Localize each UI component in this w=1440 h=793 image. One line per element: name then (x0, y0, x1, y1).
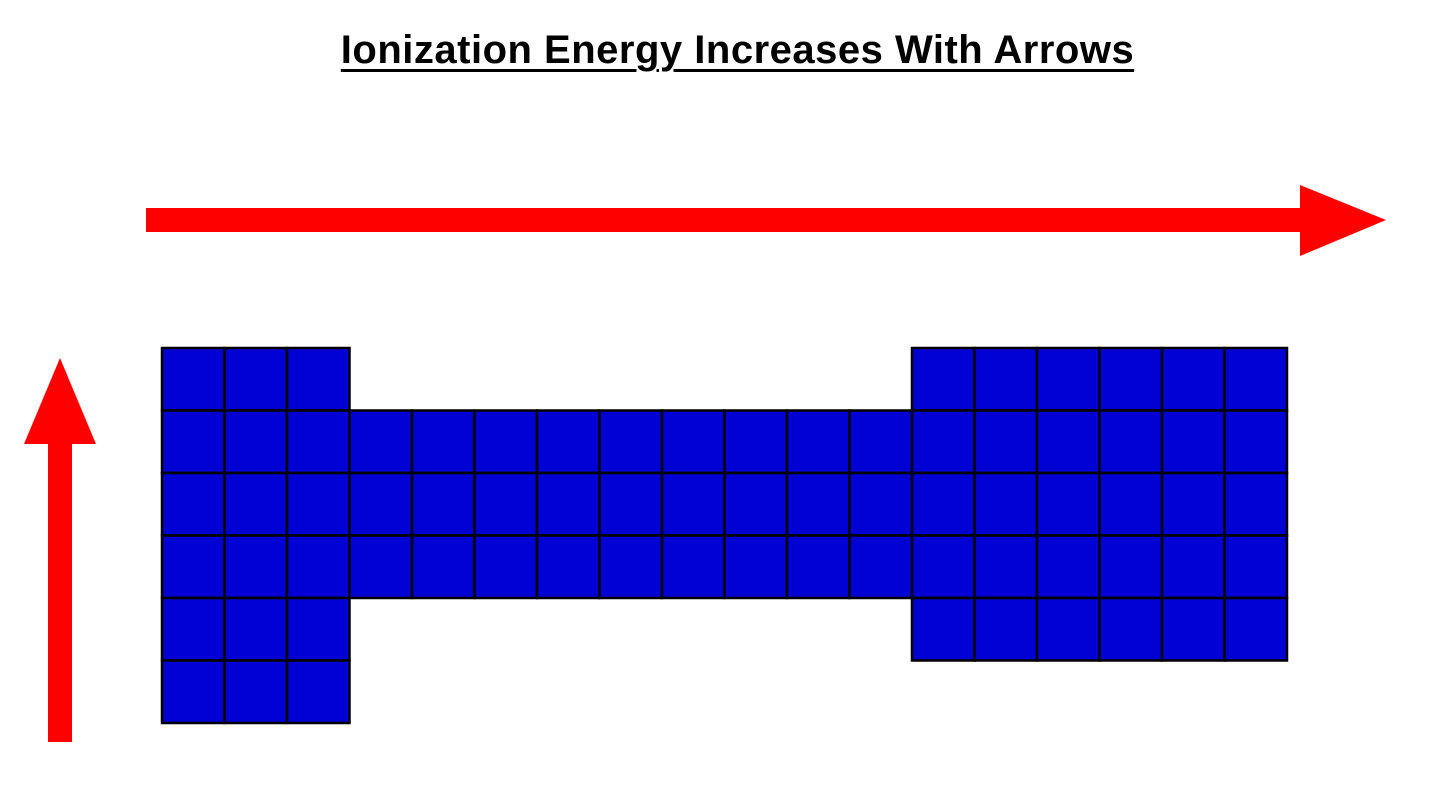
element-cell-period-1-group-2 (223, 346, 289, 412)
element-cell-period-5-group-17 (1160, 596, 1226, 662)
element-cell-period-2-group-5 (410, 409, 476, 475)
element-cell-period-2-group-4 (348, 409, 414, 475)
element-cell-period-3-group-11 (785, 471, 851, 537)
element-cell-period-1-group-14 (973, 346, 1039, 412)
element-cell-period-1-group-1 (160, 346, 226, 412)
element-cells (160, 346, 1289, 725)
element-cell-period-4-group-2 (223, 534, 289, 600)
element-cell-period-4-group-11 (785, 534, 851, 600)
element-cell-period-4-group-7 (535, 534, 601, 600)
element-cell-period-2-group-11 (785, 409, 851, 475)
element-cell-period-3-group-2 (223, 471, 289, 537)
element-cell-period-2-group-16 (1098, 409, 1164, 475)
element-cell-period-3-group-7 (535, 471, 601, 537)
element-cell-period-3-group-5 (410, 471, 476, 537)
element-cell-period-2-group-7 (535, 409, 601, 475)
element-cell-period-3-group-13 (910, 471, 976, 537)
element-cell-period-2-group-8 (598, 409, 664, 475)
element-cell-period-1-group-3 (285, 346, 351, 412)
element-cell-period-4-group-6 (473, 534, 539, 600)
element-cell-period-3-group-1 (160, 471, 226, 537)
element-cell-period-4-group-8 (598, 534, 664, 600)
element-cell-period-5-group-15 (1035, 596, 1101, 662)
element-cell-period-3-group-4 (348, 471, 414, 537)
element-cell-period-2-group-6 (473, 409, 539, 475)
element-cell-period-5-group-1 (160, 596, 226, 662)
element-cell-period-4-group-16 (1098, 534, 1164, 600)
element-cell-period-6-group-1 (160, 659, 226, 725)
element-cell-period-3-group-3 (285, 471, 351, 537)
element-cell-period-3-group-18 (1223, 471, 1289, 537)
right-arrow-icon (146, 185, 1386, 256)
element-cell-period-4-group-10 (723, 534, 789, 600)
element-cell-period-3-group-10 (723, 471, 789, 537)
element-cell-period-4-group-1 (160, 534, 226, 600)
element-cell-period-5-group-13 (910, 596, 976, 662)
element-cell-period-1-group-18 (1223, 346, 1289, 412)
element-cell-period-5-group-18 (1223, 596, 1289, 662)
element-cell-period-2-group-3 (285, 409, 351, 475)
element-cell-period-1-group-17 (1160, 346, 1226, 412)
element-cell-period-2-group-14 (973, 409, 1039, 475)
element-cell-period-2-group-12 (848, 409, 914, 475)
element-cell-period-3-group-6 (473, 471, 539, 537)
element-cell-period-2-group-9 (660, 409, 726, 475)
element-cell-period-5-group-2 (223, 596, 289, 662)
element-cell-period-4-group-3 (285, 534, 351, 600)
element-cell-period-2-group-17 (1160, 409, 1226, 475)
element-cell-period-6-group-2 (223, 659, 289, 725)
up-arrow-icon (24, 358, 96, 742)
element-cell-period-5-group-16 (1098, 596, 1164, 662)
element-cell-period-4-group-17 (1160, 534, 1226, 600)
element-cell-period-1-group-13 (910, 346, 976, 412)
element-cell-period-4-group-18 (1223, 534, 1289, 600)
element-cell-period-5-group-3 (285, 596, 351, 662)
element-cell-period-1-group-16 (1098, 346, 1164, 412)
element-cell-period-3-group-14 (973, 471, 1039, 537)
element-cell-period-2-group-1 (160, 409, 226, 475)
element-cell-period-4-group-9 (660, 534, 726, 600)
element-cell-period-2-group-10 (723, 409, 789, 475)
element-cell-period-4-group-14 (973, 534, 1039, 600)
element-cell-period-4-group-15 (1035, 534, 1101, 600)
element-cell-period-3-group-15 (1035, 471, 1101, 537)
element-cell-period-4-group-4 (348, 534, 414, 600)
diagram-title: Ionization Energy Increases With Arrows (340, 28, 1135, 72)
element-cell-period-6-group-3 (285, 659, 351, 725)
element-cell-period-3-group-9 (660, 471, 726, 537)
element-cell-period-4-group-12 (848, 534, 914, 600)
element-cell-period-1-group-15 (1035, 346, 1101, 412)
element-cell-period-2-group-13 (910, 409, 976, 475)
element-cell-period-2-group-18 (1223, 409, 1289, 475)
element-cell-period-2-group-15 (1035, 409, 1101, 475)
element-cell-period-4-group-5 (410, 534, 476, 600)
element-cell-period-3-group-12 (848, 471, 914, 537)
element-cell-period-2-group-2 (223, 409, 289, 475)
element-cell-period-3-group-16 (1098, 471, 1164, 537)
element-cell-period-4-group-13 (910, 534, 976, 600)
element-cell-period-3-group-17 (1160, 471, 1226, 537)
element-cell-period-3-group-8 (598, 471, 664, 537)
element-cell-period-5-group-14 (973, 596, 1039, 662)
